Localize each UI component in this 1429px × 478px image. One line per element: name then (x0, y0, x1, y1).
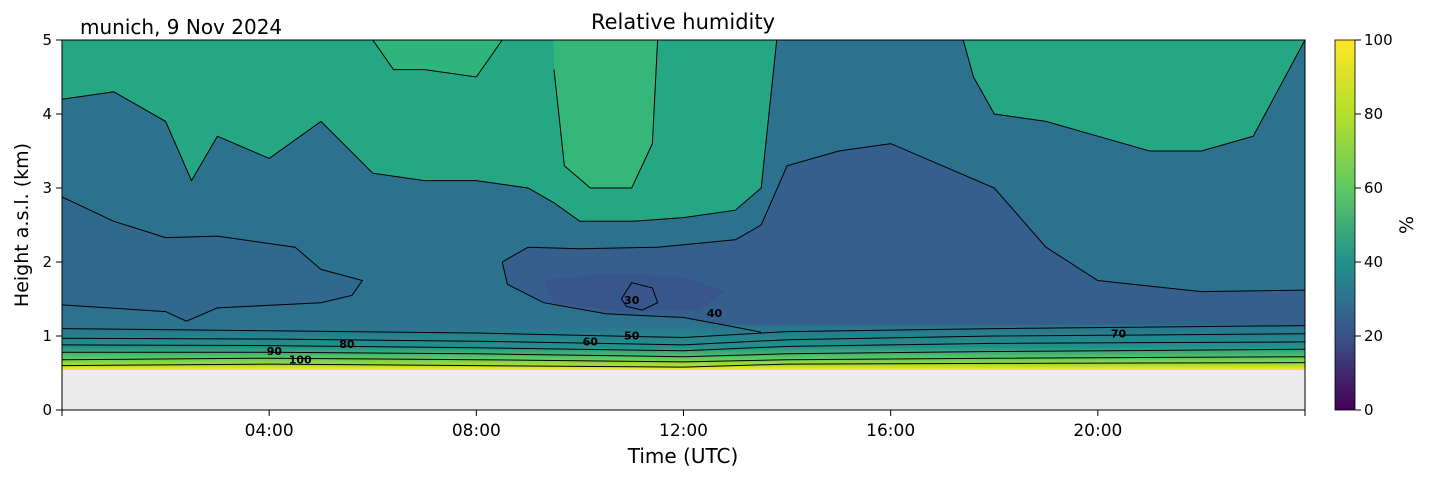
y-axis-label: Height a.s.l. (km) (11, 143, 33, 307)
contour-label: 70 (1111, 327, 1127, 340)
humidity-region-moist-core-2 (554, 40, 658, 188)
contour-line-60 (62, 333, 1305, 346)
humidity-region-dry-left (62, 196, 363, 322)
colorbar-gradient (1334, 39, 1356, 411)
x-axis-label: Time (UTC) (627, 444, 739, 468)
y-tick-label: 2 (42, 253, 52, 271)
plot-area: 90 100 80 60 50 30 40 70 (62, 40, 1305, 410)
x-tick-label: 16:00 (866, 421, 915, 441)
colorbar-label: % (1396, 216, 1418, 234)
colorbar-tick-label: 20 (1364, 327, 1383, 345)
contour-label: 60 (583, 336, 599, 349)
contour-label: 90 (267, 345, 283, 358)
contour-line-40 (501, 143, 1305, 293)
y-tick-label: 3 (42, 179, 52, 197)
colorbar-tick-label: 80 (1364, 105, 1383, 123)
contour-line-50 (62, 40, 778, 222)
humidity-region-moist-core-1 (372, 40, 503, 77)
contour-line-70 (62, 341, 1305, 352)
y-tick-label: 1 (42, 327, 52, 345)
contour-line-80 (62, 348, 1305, 358)
contour-label: 80 (339, 338, 355, 351)
contour-label: 100 (289, 353, 312, 366)
contour-label: 30 (624, 294, 640, 307)
humidity-region-driest (543, 273, 725, 312)
contour-line-100 (62, 362, 1305, 368)
colorbar-tick-label: 100 (1364, 31, 1393, 49)
contour-line-40 (62, 196, 364, 322)
colorbar-tick-label: 40 (1364, 253, 1383, 271)
colorbar-tick-label: 0 (1364, 401, 1374, 419)
x-tick-label: 12:00 (659, 421, 708, 441)
chart-subtitle: munich, 9 Nov 2024 (80, 15, 282, 39)
contour-label: 40 (707, 307, 723, 320)
x-tick-label: 20:00 (1073, 421, 1122, 441)
contour-line-60 (372, 40, 503, 78)
y-tick-label: 0 (42, 401, 52, 419)
contour-label: 50 (624, 330, 640, 343)
humidity-region-moist-right (963, 40, 1305, 151)
contour-line-50 (62, 325, 1305, 339)
contour-line-60 (553, 40, 659, 189)
x-tick-label: 04:00 (245, 421, 294, 441)
contour-line-50 (962, 40, 1305, 152)
contour-line-90 (62, 356, 1305, 363)
colorbar-tick-label: 60 (1364, 179, 1383, 197)
x-tick-label: 08:00 (452, 421, 501, 441)
y-tick-label: 4 (42, 105, 52, 123)
y-tick-label: 5 (42, 31, 52, 49)
chart-title: Relative humidity (591, 10, 775, 34)
contour-line-30 (620, 282, 659, 311)
contour-line-40 (501, 261, 762, 333)
colorbar: 0 20 40 60 80 100 % (1334, 31, 1418, 419)
